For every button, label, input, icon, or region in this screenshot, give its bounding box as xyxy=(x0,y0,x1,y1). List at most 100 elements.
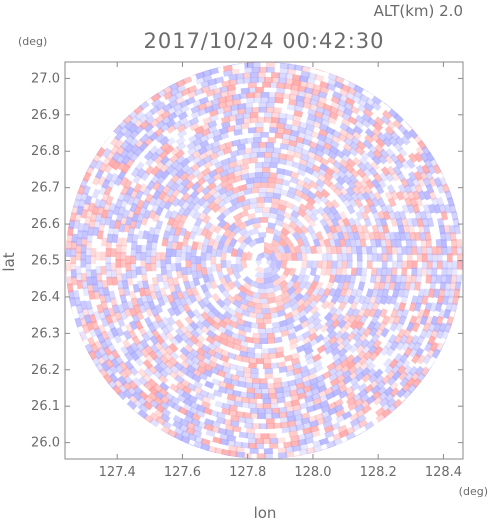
velocity-cell xyxy=(70,205,79,216)
velocity-cell xyxy=(182,403,193,413)
velocity-cell xyxy=(221,221,231,232)
velocity-cell xyxy=(138,376,149,387)
velocity-cell xyxy=(374,374,385,385)
velocity-cell xyxy=(103,373,113,385)
velocity-cell xyxy=(189,122,200,132)
velocity-cell xyxy=(415,164,426,176)
velocity-cell xyxy=(179,346,190,357)
velocity-cell xyxy=(226,393,237,402)
velocity-cell xyxy=(433,322,442,333)
velocity-cell xyxy=(338,88,350,98)
velocity-cell xyxy=(265,186,275,194)
velocity-cell xyxy=(324,166,335,177)
velocity-cell xyxy=(298,231,308,241)
velocity-cell xyxy=(378,321,388,332)
velocity-cell xyxy=(298,158,309,167)
velocity-cell xyxy=(326,231,335,241)
velocity-cell xyxy=(251,377,261,384)
velocity-cell xyxy=(279,143,289,150)
velocity-cell xyxy=(228,237,238,248)
velocity-cell xyxy=(148,226,156,237)
velocity-cell xyxy=(217,186,228,196)
velocity-cell xyxy=(217,283,226,294)
velocity-cell xyxy=(307,190,317,200)
velocity-cell xyxy=(252,332,261,339)
velocity-cell xyxy=(244,336,254,344)
velocity-cell xyxy=(194,217,203,227)
velocity-cell xyxy=(411,322,421,333)
velocity-cell xyxy=(98,198,107,209)
velocity-cell xyxy=(319,437,330,446)
velocity-cell xyxy=(70,262,77,272)
velocity-cell xyxy=(65,240,72,250)
velocity-cell xyxy=(385,147,396,159)
velocity-cell xyxy=(211,378,222,387)
velocity-cell xyxy=(251,296,261,304)
velocity-cell xyxy=(419,315,429,326)
velocity-cell xyxy=(408,128,419,140)
velocity-cell xyxy=(257,408,266,415)
velocity-cell xyxy=(211,293,221,303)
velocity-cell xyxy=(142,209,152,220)
velocity-cell xyxy=(269,82,279,89)
velocity-cell xyxy=(164,209,173,220)
velocity-cell xyxy=(164,322,175,333)
velocity-cell xyxy=(226,267,234,277)
velocity-cell xyxy=(250,367,259,374)
velocity-cell xyxy=(242,276,253,286)
velocity-cell xyxy=(269,443,279,449)
velocity-cell xyxy=(174,96,185,106)
velocity-cell xyxy=(362,308,372,319)
velocity-cell xyxy=(267,177,276,184)
velocity-cell xyxy=(272,233,283,243)
velocity-cell xyxy=(148,209,157,220)
velocity-cell xyxy=(336,260,343,269)
velocity-cell xyxy=(226,434,237,442)
velocity-cell xyxy=(91,276,98,286)
velocity-cell xyxy=(374,327,384,338)
velocity-cell xyxy=(431,253,438,263)
velocity-cell xyxy=(349,105,360,115)
velocity-cell xyxy=(312,397,323,406)
velocity-cell xyxy=(199,134,210,143)
x-tick-label: 127.4 xyxy=(99,465,136,480)
velocity-cell xyxy=(110,357,120,369)
velocity-cell xyxy=(281,92,291,100)
velocity-cell xyxy=(240,396,250,404)
velocity-cell xyxy=(76,205,84,216)
velocity-cell xyxy=(350,245,358,255)
velocity-cell xyxy=(300,153,310,162)
velocity-cell xyxy=(336,294,345,304)
velocity-cell xyxy=(269,122,279,129)
velocity-cell xyxy=(380,238,387,248)
velocity-cell xyxy=(355,371,366,382)
velocity-cell xyxy=(284,237,294,248)
velocity-cell xyxy=(237,416,247,424)
velocity-cell xyxy=(186,84,198,94)
velocity-cell xyxy=(409,231,417,242)
velocity-cell xyxy=(436,246,443,256)
velocity-cell xyxy=(366,339,376,350)
velocity-cell xyxy=(285,154,295,162)
velocity-cell xyxy=(193,380,204,390)
velocity-cell xyxy=(303,128,314,137)
velocity-cell xyxy=(253,96,263,103)
velocity-cell xyxy=(265,66,275,73)
velocity-cell xyxy=(411,267,418,277)
velocity-cell xyxy=(324,345,334,355)
x-unit-label: (deg) xyxy=(459,485,488,498)
velocity-cell xyxy=(100,361,111,372)
velocity-cell xyxy=(224,94,235,102)
velocity-cell xyxy=(350,224,359,234)
velocity-cell xyxy=(302,96,313,105)
velocity-cell xyxy=(449,231,457,242)
velocity-cell xyxy=(274,392,285,399)
velocity-cell xyxy=(205,429,216,438)
velocity-cell xyxy=(138,403,149,414)
velocity-cell xyxy=(87,336,96,348)
velocity-cell xyxy=(277,198,288,207)
velocity-cell xyxy=(170,159,181,170)
velocity-cell xyxy=(185,259,192,268)
velocity-cell xyxy=(130,297,139,308)
velocity-cell xyxy=(410,238,418,248)
